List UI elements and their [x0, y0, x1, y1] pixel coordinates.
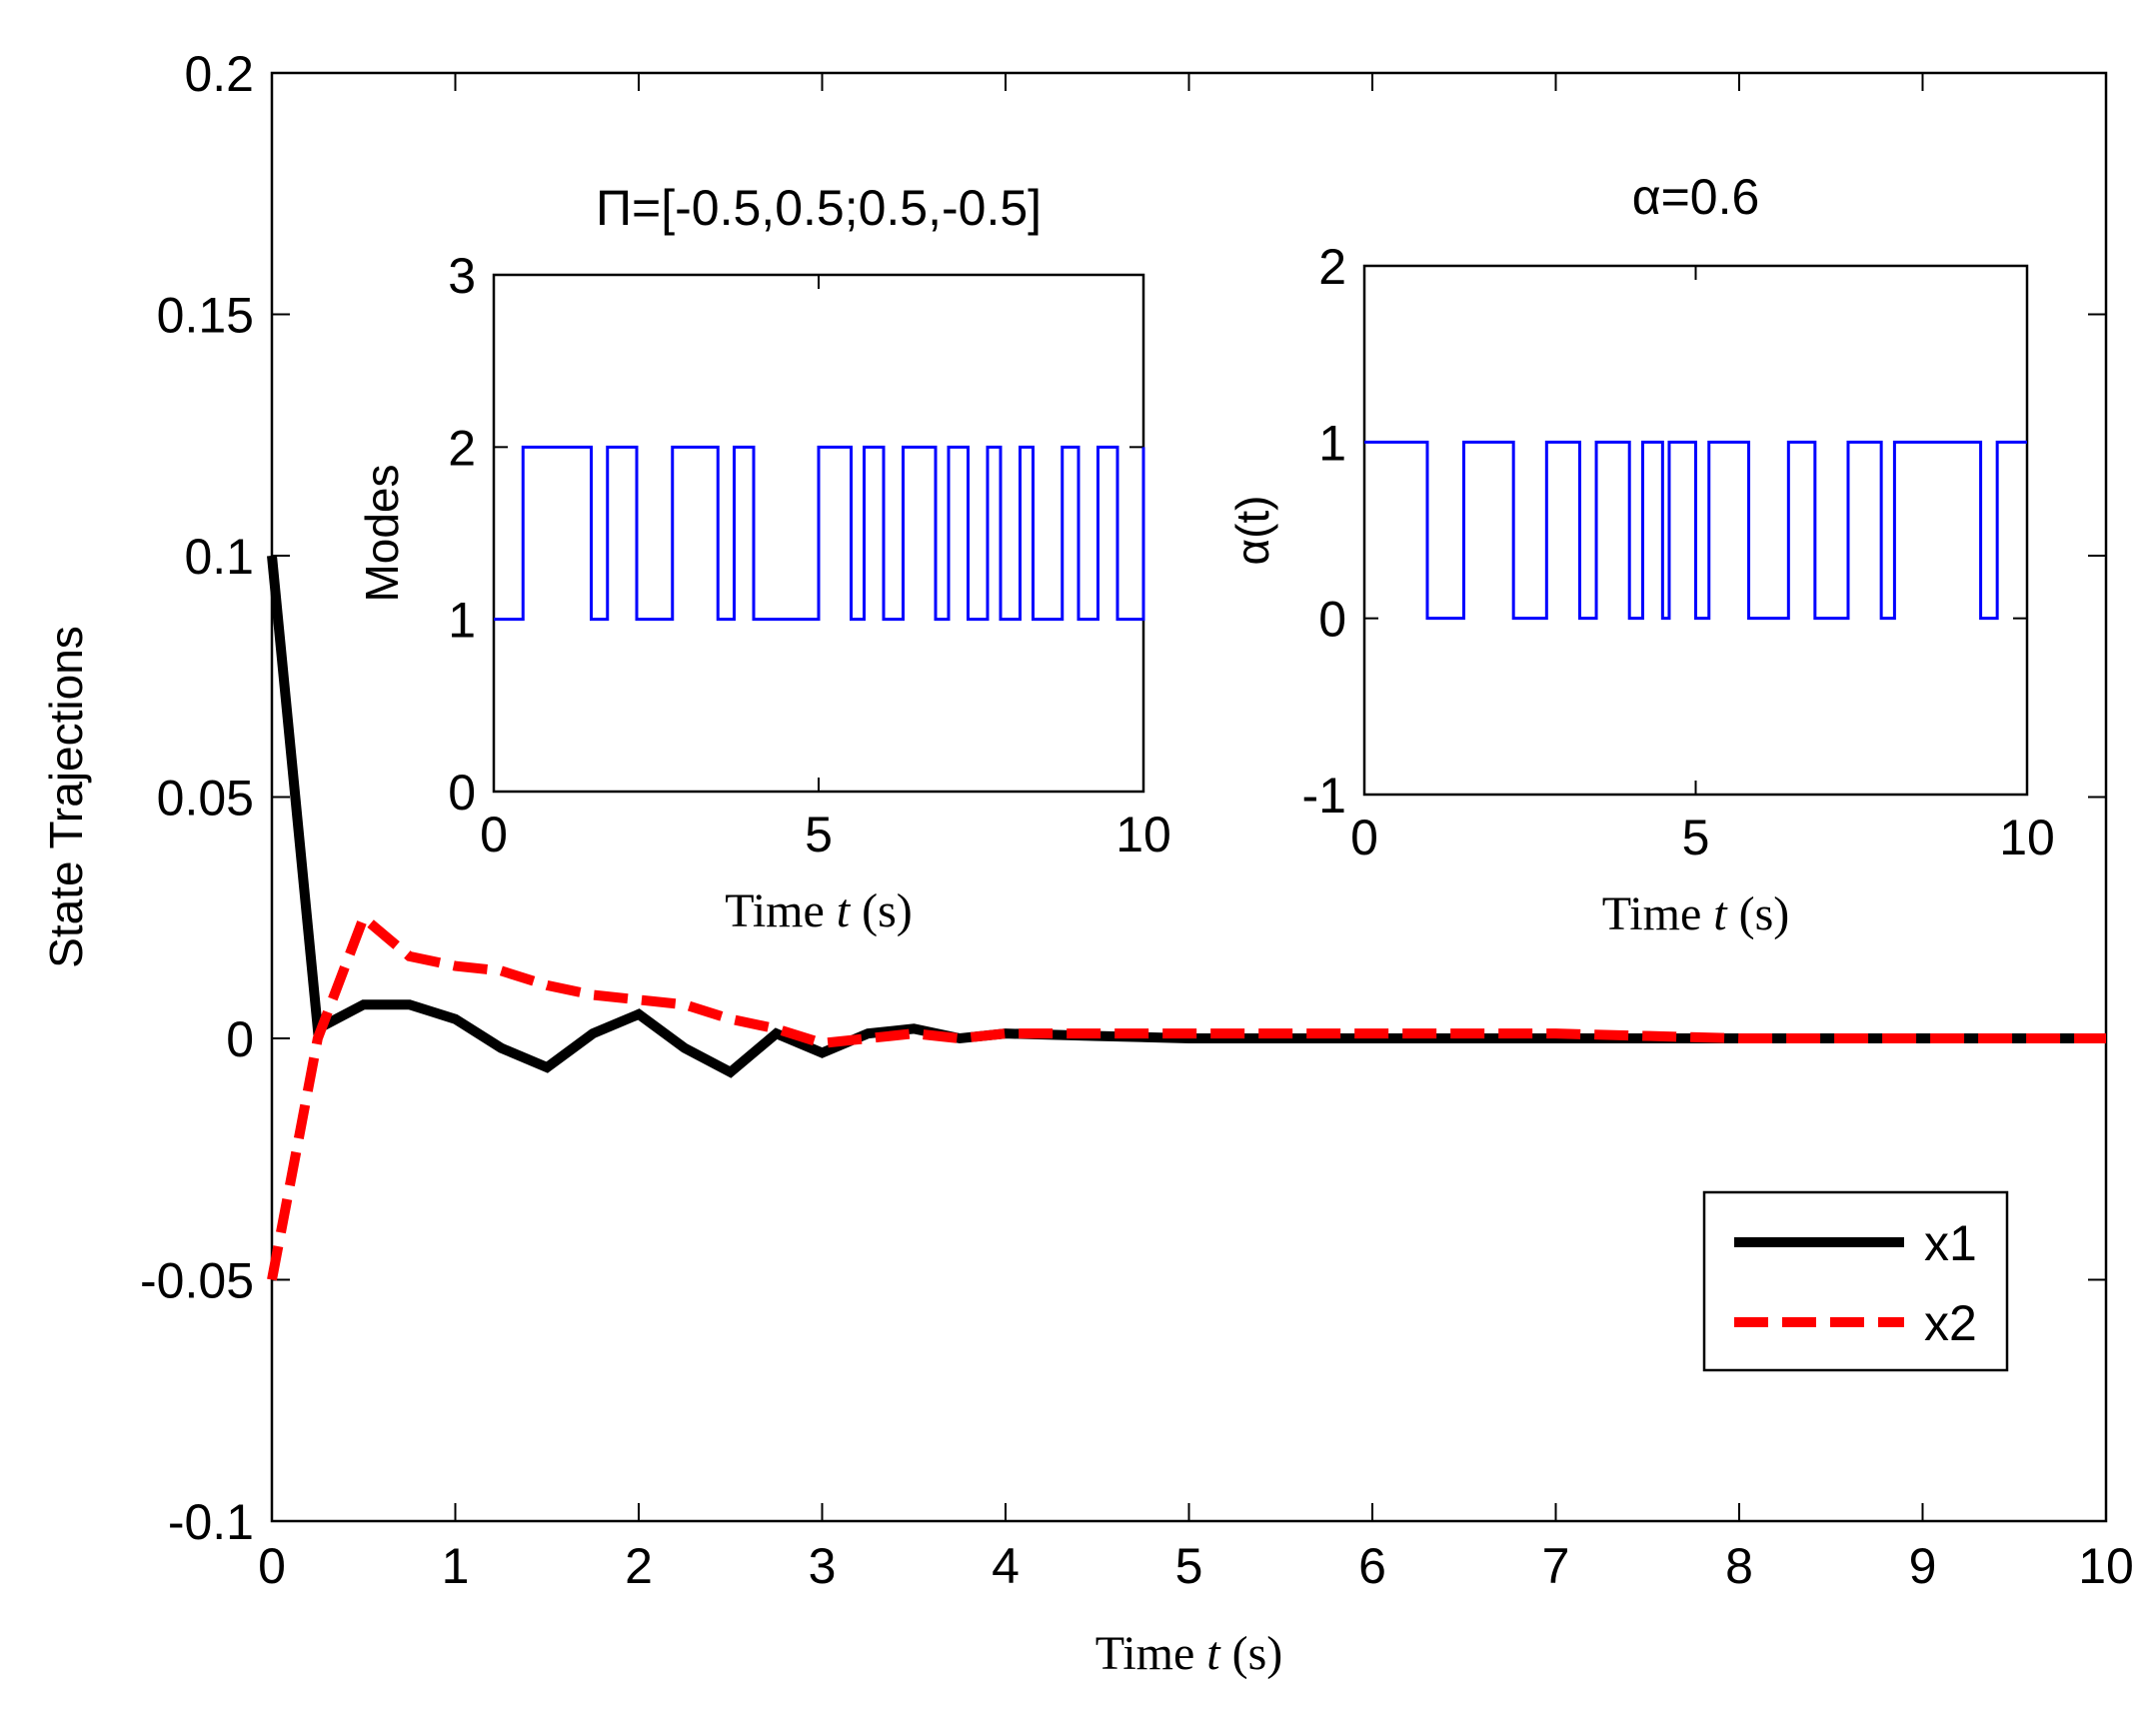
inset_alpha-xlabel-var: t: [1713, 887, 1728, 940]
main-xlabel-var: t: [1206, 1627, 1221, 1680]
inset_modes-xlabel: Time t (s): [725, 884, 913, 937]
main-ytick-label: 0: [226, 1011, 254, 1067]
main-xtick-label: 7: [1542, 1538, 1570, 1594]
inset_alpha-ytick-label: 2: [1318, 239, 1346, 295]
main-xtick-label: 9: [1909, 1538, 1937, 1594]
main-xtick-label: 8: [1725, 1538, 1753, 1594]
inset_modes-ytick-label: 3: [448, 248, 476, 304]
main-series-x2: [267, 908, 2106, 1281]
inset_alpha-title: α=0.6: [1632, 169, 1760, 225]
inset_alpha-ytick-label: -1: [1302, 768, 1346, 824]
main-ytick-label: -0.05: [140, 1253, 254, 1309]
main-ylabel: State Trajections: [40, 626, 92, 968]
inset_modes-ylabel: Modes: [356, 464, 408, 602]
main-ytick-label: 0.2: [184, 46, 254, 102]
inset_alpha-xlabel-unit: (s): [1739, 887, 1790, 940]
inset_modes-xlabel-prefix: Time: [725, 884, 837, 937]
main-xtick-label: 4: [992, 1538, 1020, 1594]
main-xtick-label: 0: [258, 1538, 286, 1594]
inset_modes-xlabel-var: t: [837, 884, 852, 937]
inset_alpha-ytick-label: 0: [1318, 592, 1346, 648]
inset_alpha-xtick-label: 0: [1350, 810, 1378, 865]
inset_alpha-ytick-label: 1: [1318, 415, 1346, 471]
inset_modes-xtick-label: 0: [480, 807, 508, 862]
main-ytick-label: 0.15: [157, 288, 254, 344]
main-ytick-label: 0.05: [157, 771, 254, 827]
main-xtick-label: 5: [1175, 1538, 1203, 1594]
legend-label-x2: x2: [1924, 1295, 1977, 1351]
inset_alpha-xtick-label: 10: [1999, 810, 2055, 865]
inset_modes-xlabel-unit: (s): [862, 884, 913, 937]
main-xlabel: Time t (s): [1095, 1627, 1283, 1680]
inset-modes-axes: 0 5 10 0 1 2 3 Time t (s) Modes Π=[-0.5,0.5;0.5,-0…: [356, 180, 1171, 937]
main-xlabel-unit: (s): [1232, 1627, 1283, 1680]
inset_alpha-xlabel-prefix: Time: [1602, 887, 1714, 940]
main-xtick-label: 6: [1358, 1538, 1386, 1594]
main-ytick-label: -0.1: [168, 1494, 254, 1550]
main-xlabel-prefix: Time: [1095, 1627, 1207, 1680]
main-xtick-label: 10: [2078, 1538, 2134, 1594]
inset_modes-series-modes: [494, 445, 1145, 622]
inset_alpha-xlabel: Time t (s): [1602, 887, 1790, 940]
inset_modes-ytick-label: 1: [448, 593, 476, 649]
inset_alpha-series-alpha: [1364, 440, 2027, 621]
legend-box: [1702, 1190, 2009, 1372]
main-xtick-label: 2: [625, 1538, 653, 1594]
main-xtick-label: 3: [809, 1538, 837, 1594]
legend-label-x1: x1: [1924, 1215, 1977, 1271]
inset_modes-xtick-label: 10: [1115, 807, 1171, 862]
inset_alpha-xtick-label: 5: [1682, 810, 1710, 865]
inset_modes-xtick-label: 5: [805, 807, 833, 862]
inset_alpha-ylabel: α(t): [1226, 495, 1278, 565]
inset_modes-title: Π=[-0.5,0.5;0.5,-0.5]: [596, 180, 1042, 236]
inset_modes-ytick-label: 2: [448, 420, 476, 476]
main-ytick-label: 0.1: [184, 529, 254, 585]
inset_modes-ytick-label: 0: [448, 765, 476, 821]
main-xtick-label: 1: [442, 1538, 470, 1594]
